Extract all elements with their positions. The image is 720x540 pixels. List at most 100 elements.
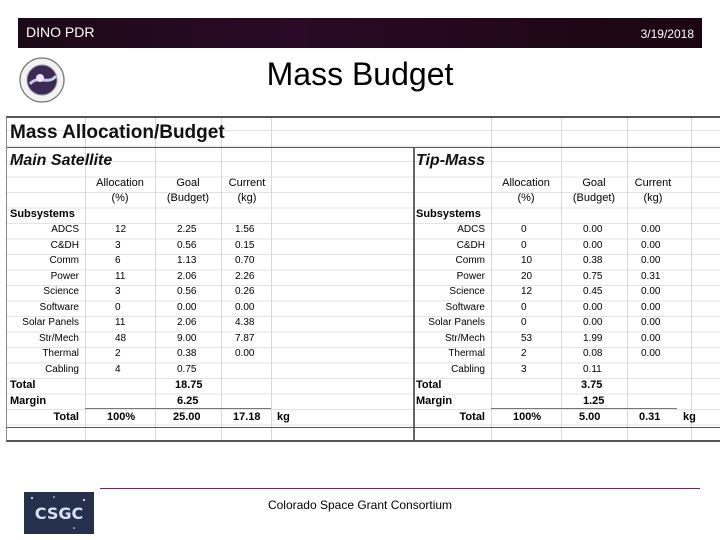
row-current: 1.56 [235,224,255,235]
grand-total-alloc: 100% [107,411,136,423]
row-label: C&DH [50,239,79,251]
header-bar: DINO PDR 3/19/2018 [18,18,702,48]
col-header-goal: Goal [582,177,606,189]
row-current: 0.00 [641,239,661,251]
row-label: Str/Mech [444,332,485,344]
footer-org: Colorado Space Grant Consortium [267,498,453,512]
total-label: Total [416,379,442,391]
row-current: 0.00 [235,301,255,313]
col-header-current: (kg) [237,192,257,204]
row-alloc: 2 [521,348,527,359]
section-title: Main Satellite [10,152,113,169]
row-current: 0.70 [235,255,255,266]
slide-title: Mass Budget [266,56,454,92]
row-alloc: 10 [521,255,533,266]
row-alloc: 0 [521,239,527,251]
row-current: 0.31 [641,270,661,282]
row-goal: 0.56 [177,286,197,297]
mass-budget-sheet: Mass Allocation/Budget Main Satellite All… [6,116,720,442]
row-label: Software [39,301,79,313]
row-current: 2.26 [235,270,255,282]
row-alloc: 6 [115,255,121,266]
grand-total-current: 17.18 [233,411,261,423]
group-label: Subsystems [416,208,481,220]
grand-total-current: 0.31 [639,411,661,423]
row-alloc: 12 [115,224,127,235]
row-alloc: 0 [521,224,527,235]
grand-total-label: Total [53,411,79,423]
row-label: Power [50,270,79,282]
col-header-allocation: Allocation [502,177,550,189]
total-goal: 18.75 [175,379,203,391]
subtotal-rule [85,408,271,409]
total-goal: 3.75 [581,379,603,391]
csgc-logo-text: CSGC [35,504,83,523]
row-alloc: 3 [521,363,527,375]
col-header-goal: (Budget) [572,192,616,204]
group-label: Subsystems [10,208,75,220]
margin-label: Margin [10,394,47,407]
footer-rule [100,488,700,489]
grand-total-goal: 25.00 [173,411,201,423]
row-goal: 9.00 [177,332,197,344]
row-current: 0.26 [235,286,255,297]
row-label: Software [445,301,485,313]
seal-logo [19,57,65,103]
margin-goal: 6.25 [177,394,199,407]
row-label: ADCS [457,224,485,235]
sheet-title: Mass Allocation/Budget [10,122,225,143]
unit-label: kg [683,411,696,423]
grand-total-goal: 5.00 [579,411,601,423]
row-goal: 1.13 [177,255,197,266]
row-current: 0.00 [641,317,661,328]
row-label: Thermal [448,348,485,359]
col-header-allocation: (%) [111,192,129,204]
row-alloc: 3 [115,286,121,297]
total-label: Total [10,379,36,391]
row-alloc: 53 [521,332,533,344]
section-title: Tip-Mass [416,152,486,169]
col-header-current: (kg) [643,192,663,204]
row-alloc: 2 [115,348,121,359]
row-goal: 0.45 [583,286,603,297]
subtotal-rule [491,408,677,409]
row-goal: 0.56 [177,239,197,251]
row-label: Str/Mech [38,332,79,344]
col-header-goal: (Budget) [166,192,210,204]
row-goal: 0.08 [583,348,603,359]
row-goal: 2.25 [177,224,197,235]
row-label: Power [456,270,485,282]
row-current: 0.00 [641,255,661,266]
csgc-logo: CSGC [24,492,94,534]
row-goal: 2.06 [177,270,197,282]
col-header-current: Current [228,177,266,189]
row-alloc: 4 [115,363,121,375]
row-goal: 0.11 [583,363,602,375]
header-left-label: DINO PDR [26,24,95,40]
row-current: 0.00 [641,301,661,313]
row-alloc: 0 [115,301,121,313]
row-alloc: 0 [521,301,527,313]
row-label: Thermal [42,348,79,359]
row-goal: 0.38 [583,255,603,266]
row-current: 7.87 [235,332,255,344]
margin-goal: 1.25 [583,394,605,407]
row-goal: 0.00 [583,317,603,328]
row-goal: 2.06 [177,317,197,328]
col-header-current: Current [634,177,672,189]
row-label: C&DH [456,239,485,251]
col-header-goal: Goal [176,177,200,189]
row-label: Solar Panels [22,317,79,328]
row-alloc: 12 [521,286,533,297]
row-goal: 0.75 [583,270,603,282]
row-label: Science [43,286,79,297]
row-current: 0.00 [641,286,661,297]
row-goal: 0.38 [177,348,197,359]
header-date: 3/19/2018 [640,27,694,41]
grand-total-label: Total [459,411,485,423]
row-current: 0.00 [641,224,661,235]
row-label: Solar Panels [428,317,485,328]
row-goal: 0.75 [177,363,197,375]
row-current: 0.15 [235,239,255,251]
unit-label: kg [277,411,290,423]
